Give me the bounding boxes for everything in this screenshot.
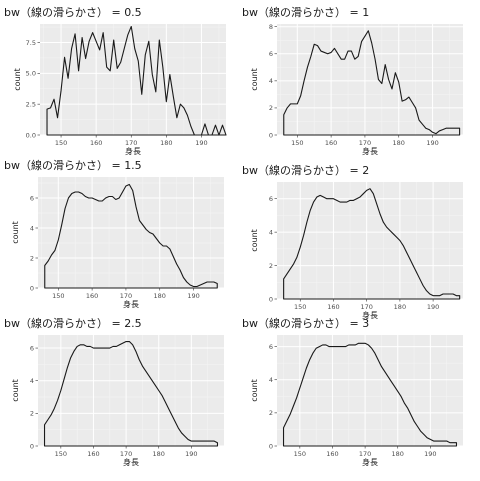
x-tick-label: 170 [359,450,371,458]
y-tick-label: 2 [269,409,273,417]
x-tick-label: 160 [326,450,338,458]
density-curve [43,340,219,447]
y-tick-label: 6 [269,195,273,203]
y-tick-label: 2 [269,104,273,112]
y-tick-label: 2.5 [26,100,36,108]
x-tick-label: 160 [90,139,102,147]
y-axis-label: count [250,229,259,252]
x-tick-label: 180 [394,303,406,311]
panel-title: bw（線の滑らかさ） = 2 [242,163,369,177]
plot-background [277,24,463,135]
x-axis-label: 身長 [123,299,139,309]
y-tick-label: 2 [30,254,34,262]
x-tick-label: 190 [427,303,439,311]
y-tick-label: 7.5 [26,39,36,47]
chart-panel-3: bw（線の滑らかさ） = 1.5 150 160 170 180 190 0 2 4 6 身長 cou… [4,158,224,309]
x-tick-label: 190 [426,139,438,147]
x-tick-label: 160 [87,450,99,458]
y-tick-label: 4 [30,224,34,232]
x-axis-label: 身長 [362,310,378,320]
x-tick-label: 180 [392,450,404,458]
y-axis-label: count [250,379,259,402]
x-tick-label: 150 [52,292,64,300]
density-curve [44,183,218,289]
x-tick-label: 160 [327,303,339,311]
y-tick-label: 2 [30,410,34,418]
y-tick-label: 0 [30,284,34,292]
x-tick-label: 190 [187,292,199,300]
x-tick-label: 160 [325,139,337,147]
panel-title: bw（線の滑らかさ） = 1 [242,5,369,19]
plot-background [277,182,463,299]
x-tick-label: 170 [360,303,372,311]
chart-panel-4: bw（線の滑らかさ） = 2 150 160 170 180 190 0 2 4 6 身長 count [242,163,463,320]
x-tick-label: 170 [125,139,137,147]
density-curve [283,188,461,300]
y-tick-label: 2 [269,262,273,270]
y-tick-label: 8 [269,23,273,31]
density-curve [46,25,227,136]
x-axis-label: 身長 [125,146,141,156]
x-axis-label: 身長 [123,457,139,467]
y-axis-label: count [13,68,22,91]
plot-background [38,335,224,446]
x-tick-label: 180 [393,139,405,147]
y-tick-label: 6 [30,344,34,352]
y-axis-label: count [11,221,20,244]
y-tick-label: 4 [269,228,273,236]
x-tick-label: 170 [120,450,132,458]
x-axis-label: 身長 [362,457,378,467]
x-tick-label: 190 [185,450,197,458]
panel-title: bw（線の滑らかさ） = 3 [242,316,369,330]
y-tick-label: 5.0 [26,70,36,78]
y-tick-label: 6 [269,50,273,58]
y-axis-label: count [250,68,259,91]
y-tick-label: 6 [30,194,34,202]
x-tick-label: 190 [424,450,436,458]
chart-panel-1: bw（線の滑らかさ） = 0.5 150 160 170 180 190 0.0 2.5 5.0… [4,5,227,156]
x-tick-label: 150 [291,139,303,147]
y-tick-label: 0.0 [26,131,36,139]
x-axis-label: 身長 [362,146,378,156]
chart-panel-6: bw（線の滑らかさ） = 3 150 160 170 180 190 0 2 4 6 身長 count [242,316,463,467]
x-tick-label: 150 [294,450,306,458]
plot-background [277,335,463,446]
y-axis-label: count [11,379,20,402]
y-tick-label: 6 [269,343,273,351]
x-tick-label: 170 [359,139,371,147]
density-curve [282,342,458,447]
chart-panel-2: bw（線の滑らかさ） = 1 150 160 170 180 190 0 2 4 6 8 身長 coun… [242,5,463,156]
density-curve [283,30,461,136]
x-tick-label: 150 [55,139,67,147]
y-tick-label: 0 [30,442,34,450]
y-tick-label: 4 [30,377,34,385]
panel-title: bw（線の滑らかさ） = 0.5 [4,5,142,19]
x-tick-label: 180 [160,139,172,147]
x-tick-label: 180 [153,450,165,458]
panel-title: bw（線の滑らかさ） = 2.5 [4,316,142,330]
x-tick-label: 170 [120,292,132,300]
x-tick-label: 160 [86,292,98,300]
chart-panel-5: bw（線の滑らかさ） = 2.5 150 160 170 180 190 0 2 4 6 身長 cou… [4,316,224,467]
y-tick-label: 4 [269,376,273,384]
y-tick-label: 0 [269,295,273,303]
panel-title: bw（線の滑らかさ） = 1.5 [4,158,142,172]
x-tick-label: 190 [195,139,207,147]
y-tick-label: 0 [269,131,273,139]
y-tick-label: 4 [269,77,273,85]
x-tick-label: 150 [294,303,306,311]
x-tick-label: 180 [154,292,166,300]
x-tick-label: 150 [55,450,67,458]
plot-background [38,177,224,288]
y-tick-label: 0 [269,442,273,450]
